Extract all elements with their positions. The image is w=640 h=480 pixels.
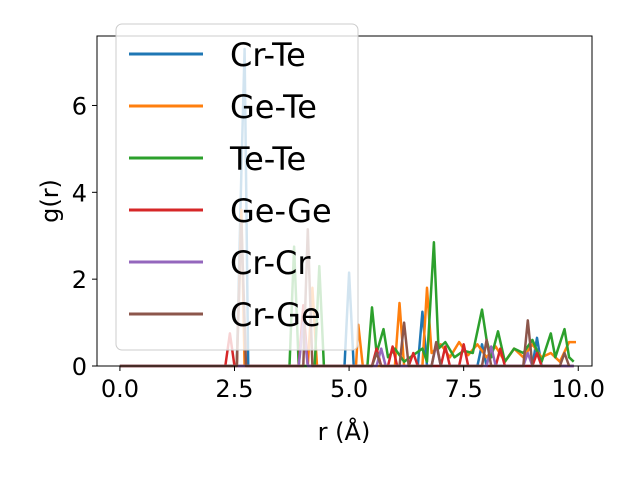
x-tick-label: 0.0: [101, 375, 139, 403]
legend-label-cr-ge: Cr-Ge: [230, 296, 321, 334]
legend-label-cr-cr: Cr-Cr: [230, 244, 311, 282]
x-tick-label: 10.0: [552, 375, 605, 403]
y-tick-label: 4: [72, 179, 87, 207]
legend-label-te-te: Te-Te: [229, 140, 306, 178]
legend: Cr-Te Ge-Te Te-Te Ge-Ge Cr-Cr Cr-Ge: [115, 23, 359, 351]
y-axis-title: g(r): [36, 179, 64, 223]
x-tick-label: 2.5: [215, 375, 253, 403]
y-tick-label: 0: [72, 353, 87, 381]
legend-label-cr-te: Cr-Te: [230, 36, 306, 74]
x-axis-title: r (Å): [318, 417, 371, 446]
x-tick-label: 7.5: [445, 375, 483, 403]
y-tick-label: 2: [72, 266, 87, 294]
legend-label-ge-ge: Ge-Ge: [230, 192, 332, 230]
legend-label-ge-te: Ge-Te: [230, 88, 317, 126]
y-tick-label: 6: [72, 92, 87, 120]
y-axis: 0 2 4 6: [72, 92, 97, 381]
x-tick-label: 5.0: [330, 375, 368, 403]
x-axis: 0.0 2.5 5.0 7.5 10.0: [101, 366, 605, 403]
